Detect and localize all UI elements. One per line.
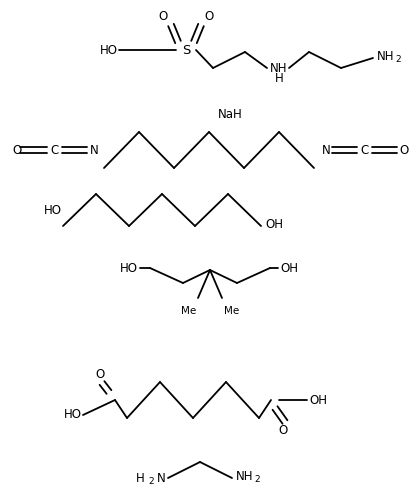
Text: Me: Me: [224, 306, 239, 316]
Text: 2: 2: [254, 474, 260, 483]
Text: 2: 2: [395, 54, 401, 64]
Text: NaH: NaH: [217, 108, 242, 121]
Text: O: O: [204, 11, 214, 24]
Text: HO: HO: [100, 43, 118, 56]
Text: OH: OH: [309, 394, 327, 407]
Text: HO: HO: [44, 204, 62, 217]
Text: HO: HO: [120, 262, 138, 275]
Text: C: C: [360, 144, 368, 157]
Text: O: O: [96, 368, 105, 382]
Text: C: C: [50, 144, 58, 157]
Text: O: O: [399, 144, 409, 157]
Text: N: N: [322, 144, 331, 157]
Text: NH: NH: [377, 49, 395, 62]
Text: OH: OH: [265, 218, 283, 230]
Text: O: O: [278, 423, 287, 436]
Text: O: O: [158, 11, 168, 24]
Text: NH: NH: [236, 470, 253, 482]
Text: HO: HO: [64, 409, 82, 421]
Text: H: H: [274, 73, 283, 86]
Text: S: S: [182, 43, 190, 56]
Text: OH: OH: [280, 262, 298, 275]
Text: N: N: [157, 472, 166, 484]
Text: O: O: [12, 144, 21, 157]
Text: Me: Me: [181, 306, 196, 316]
Text: 2: 2: [148, 476, 154, 485]
Text: N: N: [90, 144, 98, 157]
Text: H: H: [136, 472, 145, 484]
Text: NH: NH: [270, 61, 288, 75]
